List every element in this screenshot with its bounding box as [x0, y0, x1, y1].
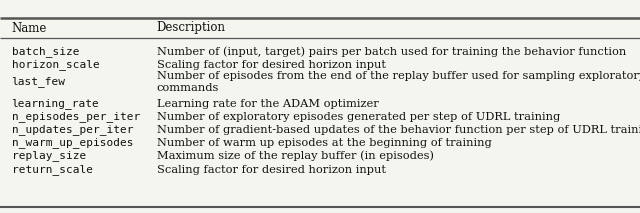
Text: batch_size: batch_size — [12, 47, 79, 58]
Text: replay_size: replay_size — [12, 151, 86, 161]
Text: return_scale: return_scale — [12, 165, 93, 176]
Text: last_few: last_few — [12, 76, 65, 88]
Text: horizon_scale: horizon_scale — [12, 60, 99, 71]
Text: Maximum size of the replay buffer (in episodes): Maximum size of the replay buffer (in ep… — [157, 151, 434, 161]
Text: Number of gradient-based updates of the behavior function per step of UDRL train: Number of gradient-based updates of the … — [157, 125, 640, 135]
Text: Learning rate for the ADAM optimizer: Learning rate for the ADAM optimizer — [157, 99, 378, 109]
Text: Number of warm up episodes at the beginning of training: Number of warm up episodes at the beginn… — [157, 138, 492, 148]
Text: n_updates_per_iter: n_updates_per_iter — [12, 125, 133, 135]
Text: Number of exploratory episodes generated per step of UDRL training: Number of exploratory episodes generated… — [157, 112, 560, 122]
Text: learning_rate: learning_rate — [12, 99, 99, 109]
Text: n_warm_up_episodes: n_warm_up_episodes — [12, 138, 133, 148]
Text: Number of episodes from the end of the replay buffer used for sampling explorato: Number of episodes from the end of the r… — [157, 71, 640, 93]
Text: Number of (input, target) pairs per batch used for training the behavior functio: Number of (input, target) pairs per batc… — [157, 47, 626, 57]
Text: Scaling factor for desired horizon input: Scaling factor for desired horizon input — [157, 165, 386, 175]
Text: Scaling factor for desired horizon input: Scaling factor for desired horizon input — [157, 60, 386, 70]
Text: Description: Description — [157, 22, 226, 35]
Text: Name: Name — [12, 22, 47, 35]
Text: n_episodes_per_iter: n_episodes_per_iter — [12, 112, 140, 122]
